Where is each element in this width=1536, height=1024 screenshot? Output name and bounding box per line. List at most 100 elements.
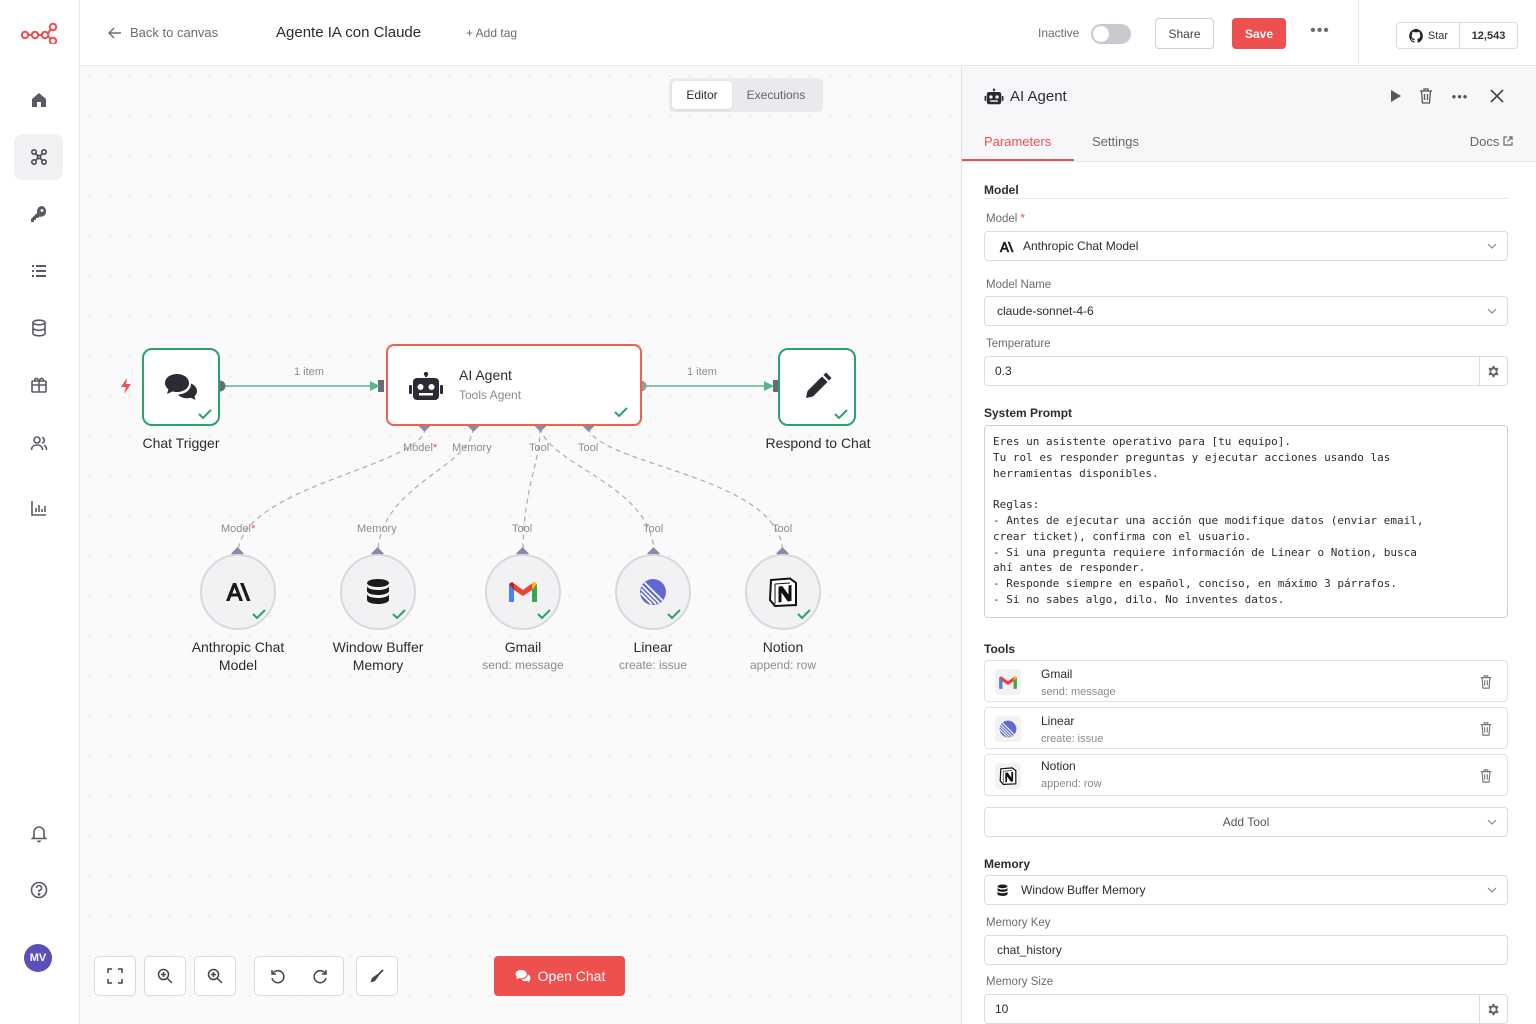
save-button[interactable]: Save (1232, 18, 1286, 49)
agent-subtitle: Tools Agent (459, 388, 522, 402)
expression-settings-button[interactable] (1479, 995, 1507, 1023)
chat-bubbles-icon (165, 374, 197, 400)
tab-parameters[interactable]: Parameters (984, 134, 1052, 149)
model-select[interactable]: Anthropic Chat Model (984, 231, 1508, 261)
node-details-panel: AI Agent ••• Parameters Settings Docs Mo… (961, 66, 1536, 1024)
help-icon[interactable] (14, 867, 63, 913)
success-check-icon (797, 609, 811, 620)
chat-trigger-node[interactable] (142, 348, 220, 426)
share-button[interactable]: Share (1155, 18, 1214, 49)
subnode-port-label: Model* (221, 523, 256, 535)
success-check-icon (537, 609, 551, 620)
linear-icon (999, 720, 1017, 738)
expression-settings-button[interactable] (1479, 357, 1507, 385)
anthropic-icon (226, 583, 251, 601)
connection-tool-linear (539, 427, 655, 555)
docs-link[interactable]: Docs (1470, 134, 1513, 149)
chevron-down-icon (1487, 243, 1497, 249)
workflow-title[interactable]: Agente IA con Claude (276, 24, 422, 41)
agent-port-label-memory: Memory (452, 442, 492, 454)
n8n-logo-icon[interactable] (20, 22, 58, 44)
wire-label: 1 item (687, 366, 717, 378)
connection-tool-gmail (522, 427, 541, 555)
user-avatar[interactable]: MV (24, 944, 52, 972)
zoom-out-button[interactable] (194, 956, 236, 996)
tool-icon-wrapper (995, 669, 1021, 695)
bell-icon[interactable] (14, 810, 63, 856)
node-label: Window Buffer Memory (332, 639, 424, 673)
active-toggle[interactable] (1091, 24, 1131, 44)
close-panel-button[interactable] (1488, 87, 1506, 105)
chat-bubbles-icon (515, 969, 531, 983)
tool-operation: create: issue (1041, 733, 1104, 745)
robot-icon (409, 372, 443, 400)
subnode-port-label: Memory (357, 523, 397, 535)
add-tool-button[interactable]: Add Tool (984, 807, 1508, 837)
gmail-node[interactable] (485, 554, 561, 630)
tool-row-gmail[interactable]: Gmail send: message (984, 660, 1508, 702)
undo-icon[interactable] (269, 968, 285, 984)
status-label: Inactive (1038, 26, 1080, 40)
linear-icon (639, 579, 666, 606)
workflows-icon[interactable] (14, 134, 63, 180)
workflow-canvas[interactable]: Editor Executions 1 item 1 item (80, 66, 961, 1024)
memory-size-input[interactable]: 10 (984, 994, 1508, 1024)
templates-icon[interactable] (14, 362, 63, 408)
trash-icon[interactable] (1479, 722, 1493, 736)
tool-name: Gmail (1041, 667, 1073, 681)
tool-name: Linear (1041, 714, 1075, 728)
delete-node-button[interactable] (1417, 87, 1435, 105)
home-icon[interactable] (14, 77, 63, 123)
trash-icon[interactable] (1479, 675, 1493, 689)
tab-settings[interactable]: Settings (1092, 134, 1139, 149)
connections-layer (214, 380, 789, 560)
zoom-in-button[interactable] (144, 956, 186, 996)
more-options-icon[interactable]: ••• (1451, 88, 1469, 104)
github-star-button[interactable]: Star 12,543 (1396, 22, 1518, 49)
open-chat-button[interactable]: Open Chat (494, 956, 625, 996)
run-node-button[interactable] (1387, 87, 1405, 105)
ai-agent-node[interactable]: AI Agent Tools Agent (386, 344, 642, 426)
database-icon (997, 884, 1008, 896)
memory-value: Window Buffer Memory (1021, 883, 1146, 897)
agent-port-label-model: Model* (403, 442, 438, 454)
system-prompt-textarea[interactable]: Eres un asistente operativo para [tu equ… (984, 425, 1508, 618)
panel-header: AI Agent ••• Parameters Settings Docs (962, 66, 1536, 162)
node-label: Anthropic Chat Model (191, 639, 285, 673)
tool-row-linear[interactable]: Linear create: issue (984, 707, 1508, 749)
window-buffer-memory-node[interactable] (340, 554, 416, 630)
tool-row-notion[interactable]: Notion append: row (984, 754, 1508, 796)
insights-icon[interactable] (14, 485, 63, 531)
back-to-canvas-link[interactable]: Back to canvas (108, 25, 218, 40)
model-field-label: Model * (986, 213, 1026, 225)
model-name-select[interactable]: claude-sonnet-4-6 (984, 296, 1508, 326)
memory-select[interactable]: Window Buffer Memory (984, 875, 1508, 905)
system-prompt-label: System Prompt (984, 406, 1073, 420)
tidy-up-button[interactable] (356, 956, 398, 996)
respond-to-chat-node[interactable] (778, 348, 856, 426)
notion-node[interactable] (745, 554, 821, 630)
section-title-model: Model (984, 183, 1019, 197)
tool-operation: append: row (1041, 778, 1102, 790)
add-tag-button[interactable]: + Add tag (466, 26, 518, 40)
linear-node[interactable] (615, 554, 691, 630)
section-divider (984, 198, 1508, 199)
more-options-icon[interactable]: ••• (1310, 22, 1330, 39)
temperature-input[interactable]: 0.3 (984, 356, 1508, 386)
anthropic-chat-model-node[interactable] (200, 554, 276, 630)
credentials-icon[interactable] (14, 191, 63, 237)
executions-icon[interactable] (14, 248, 63, 294)
redo-icon[interactable] (313, 968, 329, 984)
model-name-value: claude-sonnet-4-6 (997, 304, 1094, 318)
lightning-icon (121, 378, 131, 394)
tab-executions[interactable]: Executions (746, 88, 806, 102)
chevron-down-icon (1487, 887, 1497, 893)
agent-port-label-tool: Tool (529, 442, 550, 454)
fit-view-button[interactable] (94, 956, 136, 996)
variables-icon[interactable] (14, 305, 63, 351)
users-icon[interactable] (14, 420, 63, 466)
trash-icon[interactable] (1479, 769, 1493, 783)
success-check-icon (614, 407, 628, 418)
tab-editor[interactable]: Editor (672, 81, 732, 109)
memory-key-input[interactable]: chat_history (984, 935, 1508, 965)
